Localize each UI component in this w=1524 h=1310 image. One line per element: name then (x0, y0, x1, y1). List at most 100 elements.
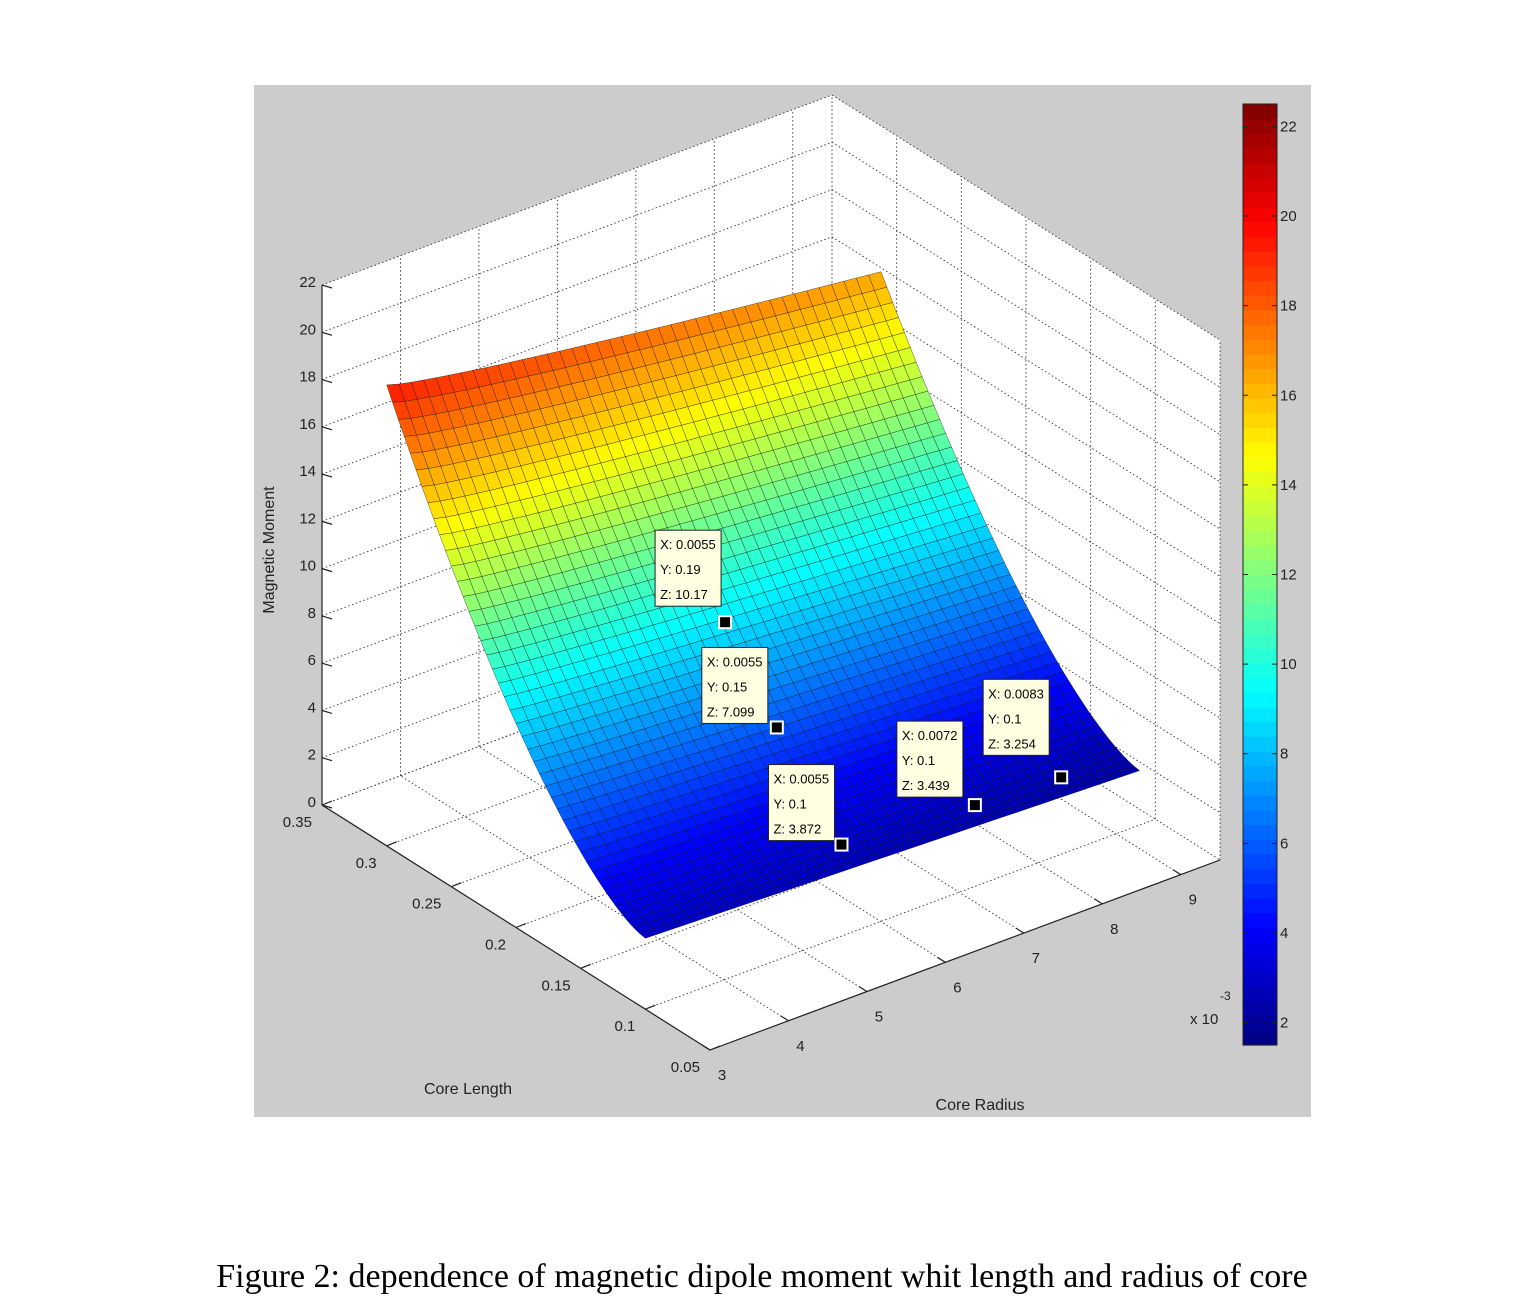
colorbar-segment (1243, 339, 1277, 355)
colorbar-segment (1243, 442, 1277, 458)
colorbar-segment (1243, 500, 1277, 517)
datatip-marker (1054, 770, 1069, 785)
colorbar-segment (1243, 853, 1277, 870)
colorbar-segment (1243, 515, 1277, 531)
x-tick-mark (1093, 898, 1103, 905)
grid-line-z (321, 141, 833, 333)
x-axis-exponent: -3 (1220, 989, 1231, 1003)
grid-line-z (321, 94, 833, 286)
datatip-marker (769, 720, 784, 735)
x-tick-mark (858, 986, 868, 993)
x-tick-label: 6 (953, 979, 961, 996)
z-tick-label: 8 (308, 605, 316, 622)
colorbar-segment (1243, 118, 1277, 135)
x-axis-exponent-label: x 10 (1190, 1011, 1218, 1028)
colorbar-tick-label: 4 (1280, 925, 1288, 942)
datatip-box (701, 646, 769, 724)
y-tick-label: 0.2 (485, 937, 506, 954)
colorbar-segment (1243, 721, 1277, 737)
colorbar-segment (1243, 162, 1277, 179)
z-tick-label: 2 (308, 747, 316, 764)
colorbar-tick-label: 2 (1280, 1015, 1288, 1032)
datatip-box (896, 720, 964, 798)
surface-plot-figure: 0 2 4 6 8 10 12 14 16 18 20 22 0.05 0.1 0.15 0.2 0.25 0.3… (254, 85, 1311, 1117)
colorbar-segment (1243, 427, 1277, 443)
colorbar-segment (1243, 412, 1277, 429)
datatip-box (654, 529, 722, 607)
grid-line-z (831, 236, 1221, 483)
colorbar-segment (1243, 736, 1277, 752)
y-tick-label: 0.25 (412, 896, 441, 913)
datatip-marker (718, 615, 733, 630)
x-axis-title: Core Radius (936, 1097, 1025, 1114)
colorbar-segment (1243, 648, 1277, 664)
colorbar-segment (1243, 486, 1277, 502)
colorbar-segment (1243, 942, 1277, 958)
x-tick-mark (1015, 927, 1025, 934)
colorbar-segment (1243, 324, 1277, 340)
colorbar-segment (1243, 809, 1277, 826)
datatip-text: X: 0.0055 (773, 772, 829, 787)
colorbar-tick-label: 6 (1280, 835, 1288, 852)
z-tick-label: 18 (299, 369, 316, 386)
x-tick-label: 3 (718, 1067, 726, 1084)
colorbar-segment (1243, 677, 1277, 693)
z-tick-mark (321, 615, 333, 620)
colorbar-segment (1243, 868, 1277, 884)
y-tick-mark (645, 1004, 656, 1010)
z-tick-label: 0 (308, 794, 316, 811)
colorbar-segment (1243, 104, 1277, 120)
colorbar-tick-label: 8 (1280, 746, 1288, 763)
colorbar-segment (1243, 177, 1277, 193)
colorbar-segment (1243, 1030, 1277, 1046)
colorbar-segment (1243, 897, 1277, 914)
z-tick-mark (321, 378, 333, 384)
colorbar-segment (1243, 927, 1277, 943)
datatip-text: Y: 0.1 (902, 753, 935, 768)
y-tick-mark (451, 882, 462, 888)
colorbar-segment (1243, 839, 1277, 855)
datatip: X: 0.0055 Y: 0.15 Z: 7.099 (701, 646, 784, 735)
z-tick-label: 4 (308, 699, 316, 716)
colorbar-segment (1243, 618, 1277, 634)
colorbar-segment (1243, 353, 1277, 370)
z-tick-label: 14 (299, 463, 316, 480)
datatip-text: X: 0.0083 (988, 686, 1044, 701)
z-tick-mark (321, 426, 333, 431)
colorbar-segment (1243, 148, 1277, 164)
y-tick-mark (580, 963, 591, 969)
colorbar-tick-label: 10 (1280, 656, 1297, 673)
axes-ticks: 0 2 4 6 8 10 12 14 16 18 20 22 0.05 0.1 0.15 0.2 0.25 0.3… (283, 274, 1221, 1084)
datatip-box (767, 764, 835, 842)
grid-line-z (831, 94, 1221, 341)
colorbar-tick-label: 12 (1280, 567, 1297, 584)
z-tick-mark (321, 709, 333, 715)
colorbar-segment (1243, 956, 1277, 973)
datatip-text: X: 0.0055 (707, 654, 763, 669)
colorbar-segment (1243, 221, 1277, 237)
colorbar-segment (1243, 559, 1277, 576)
z-tick-mark (321, 473, 333, 478)
colorbar-segment (1243, 206, 1277, 223)
colorbar-tick-label: 18 (1280, 298, 1297, 315)
z-tick-mark (321, 757, 333, 762)
colorbar-segment (1243, 603, 1277, 620)
colorbar-segment (1243, 795, 1277, 811)
colorbar-segment (1243, 750, 1277, 767)
colorbar-segment (1243, 662, 1277, 679)
colorbar-segment (1243, 706, 1277, 723)
x-tick-mark (701, 1044, 711, 1051)
colorbar-tick-label: 20 (1280, 208, 1297, 225)
colorbar-segment (1243, 1015, 1277, 1031)
y-tick-mark (515, 922, 527, 929)
datatip: X: 0.0083 Y: 0.1 Z: 3.254 (982, 678, 1069, 785)
datatip: X: 0.0055 Y: 0.1 Z: 3.872 (767, 764, 849, 852)
colorbar-segment (1243, 280, 1277, 296)
y-tick-label: 0.3 (356, 855, 377, 872)
colorbar-segment (1243, 383, 1277, 399)
colorbar-segment (1243, 589, 1277, 605)
colorbar-segment (1243, 912, 1277, 928)
colorbar-tick-label: 22 (1280, 118, 1297, 135)
colorbar-segment (1243, 251, 1277, 267)
colorbar-segment (1243, 265, 1277, 282)
